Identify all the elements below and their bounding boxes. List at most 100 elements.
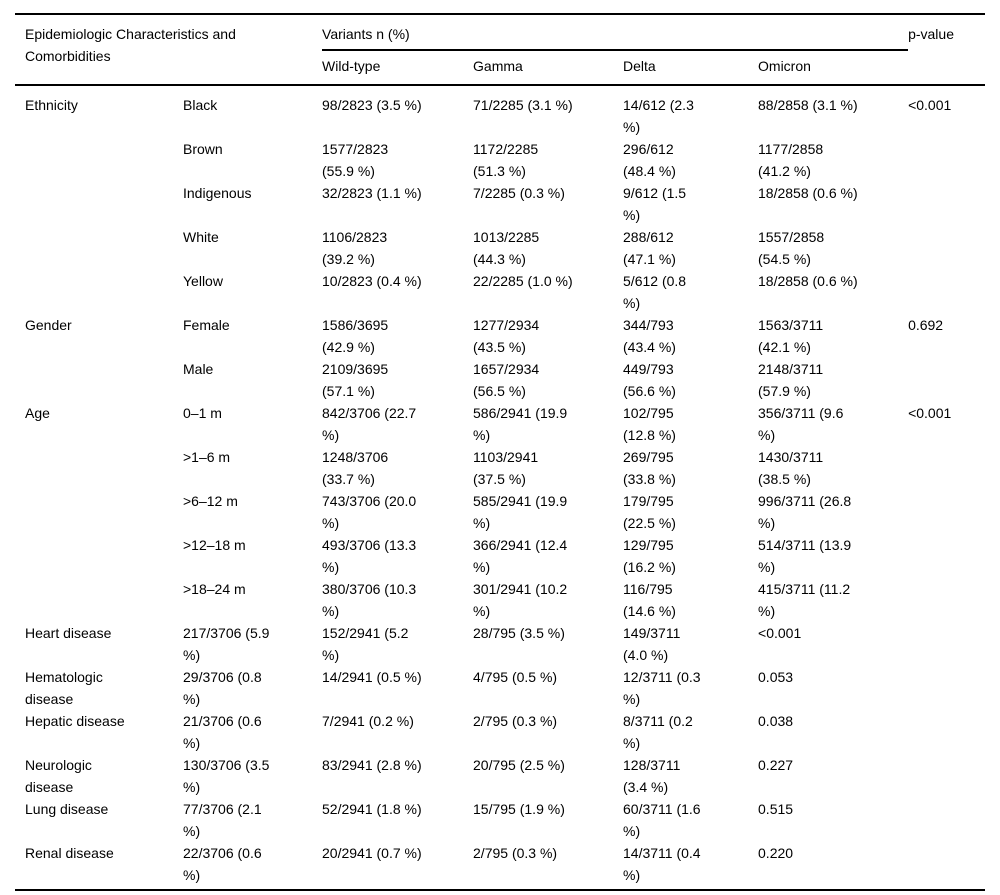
comorbidity-label-cell: Hematologic disease [25, 669, 103, 707]
value-cell: 130/3706 (3.5 %) [183, 757, 270, 795]
value-cell: 15/795 (1.9 %) [473, 801, 565, 817]
value-cell: 1563/3711 (42.1 %) [758, 317, 824, 355]
value-cell: 217/3706 (5.9 %) [183, 625, 270, 663]
value-cell: 152/2941 (5.2 %) [322, 625, 409, 663]
value-cell: 288/612 (47.1 %) [623, 229, 676, 267]
empty-cell [908, 666, 985, 710]
pvalue-cell [908, 446, 985, 490]
table-row: Yellow 10/2823 (0.4 %) 22/2285 (1.0 %) 5/61… [15, 270, 985, 314]
pvalue-cell: <0.001 [758, 625, 802, 641]
header-row-2: Wild-type Gamma Delta Omicron [15, 50, 985, 86]
value-cell: 842/3706 (22.7 %) [322, 405, 417, 443]
pvalue-column-header: p-value [908, 14, 986, 86]
category-cell [15, 138, 183, 182]
value-cell: 71/2285 (3.1 %) [473, 97, 573, 113]
empty-cell [908, 754, 985, 798]
value-cell: 1013/2285 (44.3 %) [473, 229, 540, 267]
value-cell: 116/795 (14.6 %) [623, 581, 676, 619]
value-cell: 2148/3711 (57.9 %) [758, 361, 824, 399]
subcategory-label-cell: White [183, 229, 219, 245]
subcategory-label-cell: 0–1 m [183, 405, 222, 421]
subcategory-label-cell: Black [183, 97, 218, 113]
subcategory-label-cell: Female [183, 317, 230, 333]
value-cell: 449/793 (56.6 %) [623, 361, 676, 399]
comorbidity-label-cell: Hepatic disease [25, 713, 125, 729]
table-body: Ethnicity Black 98/2823 (3.5 %) 71/2285 (3.… [15, 85, 985, 890]
value-cell: 20/795 (2.5 %) [473, 757, 565, 773]
table-row: >12–18 m 493/3706 (13.3 %) 366/2941 (12.4 … [15, 534, 985, 578]
value-cell: 21/3706 (0.6 %) [183, 713, 262, 751]
value-cell: 1177/2858 (41.2 %) [758, 141, 824, 179]
empty-cell [908, 622, 985, 666]
pvalue-cell: 0.038 [758, 713, 794, 729]
value-cell: 12/3711 (0.3 %) [623, 669, 701, 707]
value-cell: 60/3711 (1.6 %) [623, 801, 701, 839]
category-cell [15, 490, 183, 534]
value-cell: 743/3706 (20.0 %) [322, 493, 417, 531]
value-cell: 18/2858 (0.6 %) [758, 273, 858, 289]
column-header-gamma: Gamma [473, 50, 624, 86]
pvalue-cell [908, 226, 985, 270]
value-cell: 22/3706 (0.6 %) [183, 845, 262, 883]
category-cell: Gender [25, 317, 72, 333]
subcategory-label-cell: Male [183, 361, 214, 377]
value-cell: 344/793 (43.4 %) [623, 317, 676, 355]
variants-group-header: Variants n (%) [322, 14, 909, 51]
table-row: Lung disease 77/3706 (2.1 %) 52/2941 (1.8 … [15, 798, 985, 842]
comorbidity-label-cell: Heart disease [25, 625, 112, 641]
value-cell: 1103/2941 (37.5 %) [473, 449, 539, 487]
subcategory-label-cell: Yellow [183, 273, 223, 289]
pvalue-cell [908, 534, 985, 578]
value-cell: 585/2941 (19.9 %) [473, 493, 568, 531]
value-cell: 5/612 (0.8 %) [623, 273, 687, 311]
table-row: Brown 1577/2823 (55.9 %) 1172/2285 (51.3 %… [15, 138, 985, 182]
category-cell [15, 534, 183, 578]
value-cell: 2/795 (0.3 %) [473, 713, 558, 729]
value-cell: 586/2941 (19.9 %) [473, 405, 568, 443]
table-row: Age 0–1 m 842/3706 (22.7 %) 586/2941 (19.9 … [15, 402, 985, 446]
value-cell: 102/795 (12.8 %) [623, 405, 676, 443]
value-cell: 1577/2823 (55.9 %) [322, 141, 389, 179]
value-cell: 14/612 (2.3 %) [623, 97, 694, 135]
value-cell: 83/2941 (2.8 %) [322, 757, 422, 773]
pvalue-cell [908, 182, 985, 226]
subcategory-label-cell: >1–6 m [183, 449, 231, 465]
category-cell [15, 446, 183, 490]
value-cell: 88/2858 (3.1 %) [758, 97, 858, 113]
subcategory-label-cell: >12–18 m [183, 537, 246, 553]
value-cell: 366/2941 (12.4 %) [473, 537, 568, 575]
value-cell: 301/2941 (10.2 %) [473, 581, 568, 619]
table-row: >1–6 m 1248/3706 (33.7 %) 1103/2941 (37.5 … [15, 446, 985, 490]
pvalue-cell: 0.220 [758, 845, 794, 861]
value-cell: 1172/2285 (51.3 %) [473, 141, 539, 179]
value-cell: 18/2858 (0.6 %) [758, 185, 858, 201]
value-cell: 296/612 (48.4 %) [623, 141, 676, 179]
value-cell: 1248/3706 (33.7 %) [322, 449, 389, 487]
value-cell: 269/795 (33.8 %) [623, 449, 676, 487]
value-cell: 98/2823 (3.5 %) [322, 97, 422, 113]
pvalue-cell [908, 490, 985, 534]
table-row: Neurologic disease 130/3706 (3.5 %) 83/294… [15, 754, 985, 798]
table-row: Hematologic disease 29/3706 (0.8 %) 14/294… [15, 666, 985, 710]
subcategory-label-cell: >18–24 m [183, 581, 246, 597]
value-cell: 2/795 (0.3 %) [473, 845, 558, 861]
epidemiologic-characteristics-table: Epidemiologic Characteristics and Comorb… [15, 13, 986, 891]
category-cell: Age [25, 405, 50, 421]
value-cell: 77/3706 (2.1 %) [183, 801, 262, 839]
column-header-delta: Delta [623, 50, 759, 86]
table-row: Gender Female 1586/3695 (42.9 %) 1277/2934 … [15, 314, 985, 358]
value-cell: 7/2285 (0.3 %) [473, 185, 565, 201]
subcategory-label-cell: Brown [183, 141, 223, 157]
value-cell: 14/2941 (0.5 %) [322, 669, 422, 685]
value-cell: 9/612 (1.5 %) [623, 185, 687, 223]
value-cell: 996/3711 (26.8 %) [758, 493, 852, 531]
column-header-wild-type: Wild-type [322, 50, 474, 86]
empty-cell [908, 710, 985, 754]
value-cell: 8/3711 (0.2 %) [623, 713, 693, 751]
pvalue-cell: <0.001 [908, 405, 952, 421]
pvalue-cell: 0.692 [908, 317, 944, 333]
pvalue-cell: <0.001 [908, 97, 952, 113]
comorbidity-label-cell: Neurologic disease [25, 757, 92, 795]
value-cell: 1277/2934 (43.5 %) [473, 317, 540, 355]
